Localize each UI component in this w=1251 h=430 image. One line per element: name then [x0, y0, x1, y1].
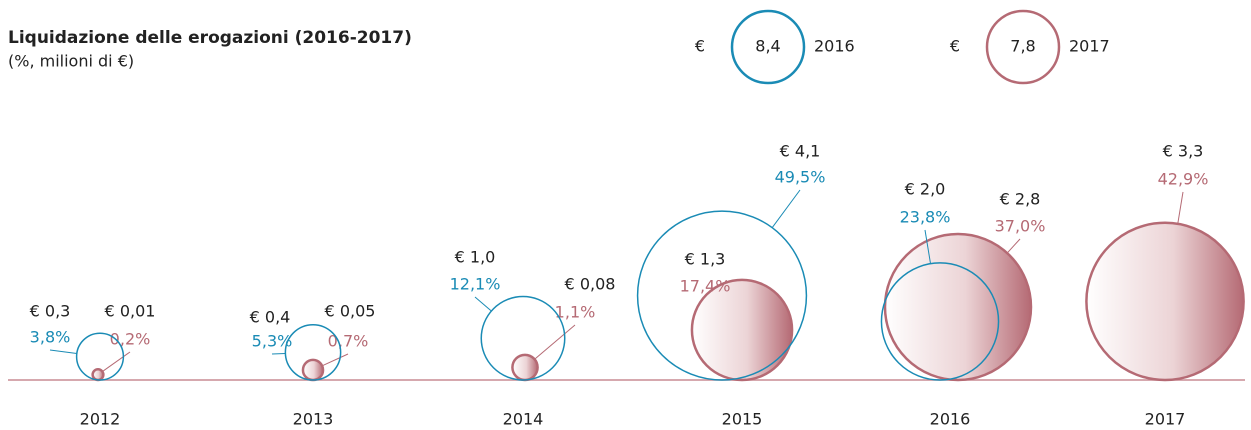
bubble — [511, 353, 539, 382]
share-label: 12,1% — [450, 275, 501, 294]
leader-line — [1006, 238, 1021, 254]
share-label: 49,5% — [775, 168, 826, 187]
leader-line — [102, 351, 131, 372]
bubble — [301, 358, 325, 382]
bubble — [91, 368, 105, 382]
x-tick-label: 2014 — [503, 410, 544, 429]
bubble — [75, 332, 125, 381]
bubble — [880, 262, 1000, 381]
legend-label: 2016 — [814, 37, 855, 56]
leader-line — [271, 352, 286, 355]
bubble — [690, 278, 794, 382]
bubble — [1085, 221, 1245, 382]
legend-currency: € — [695, 37, 705, 56]
value-label: € 0,01 — [105, 302, 156, 321]
value-label: € 3,3 — [1163, 142, 1204, 161]
share-label: 23,8% — [900, 208, 951, 227]
value-label: € 0,3 — [30, 302, 71, 321]
share-label: 0,7% — [328, 332, 369, 351]
bubble — [636, 210, 808, 381]
chart-subtitle: (%, milioni di €) — [8, 52, 134, 71]
leader-line — [321, 353, 349, 367]
value-label: € 2,8 — [1000, 190, 1041, 209]
bubble — [284, 323, 342, 381]
value-label: € 1,0 — [455, 248, 496, 267]
share-label: 1,1% — [555, 303, 596, 322]
share-label: 5,3% — [252, 332, 293, 351]
value-label: € 1,3 — [685, 250, 726, 269]
legend-circle — [730, 9, 806, 85]
value-label: € 4,1 — [780, 142, 821, 161]
share-label: 3,8% — [30, 328, 71, 347]
legend-total: 7,8 — [1010, 37, 1035, 56]
x-tick-label: 2015 — [722, 410, 763, 429]
value-label: € 2,0 — [905, 180, 946, 199]
bubble — [480, 295, 566, 381]
x-tick-label: 2017 — [1145, 410, 1186, 429]
share-label: 17,4% — [680, 277, 731, 296]
value-label: € 0,08 — [565, 275, 616, 294]
leader-line — [474, 296, 492, 312]
leader-line — [924, 229, 932, 264]
leader-line — [49, 349, 77, 355]
x-tick-label: 2016 — [930, 410, 971, 429]
x-tick-label: 2013 — [293, 410, 334, 429]
share-label: 42,9% — [1158, 170, 1209, 189]
legend-label: 2017 — [1069, 37, 1110, 56]
legend-circle — [985, 9, 1061, 85]
legend-currency: € — [950, 37, 960, 56]
x-tick-label: 2012 — [80, 410, 121, 429]
leader-line — [534, 324, 576, 360]
share-label: 37,0% — [995, 217, 1046, 236]
leader-line — [771, 189, 801, 228]
legend-total: 8,4 — [755, 37, 780, 56]
leader-line — [1177, 191, 1184, 224]
bubble — [883, 232, 1033, 382]
value-label: € 0,05 — [325, 302, 376, 321]
chart-title: Liquidazione delle erogazioni (2016-2017… — [8, 28, 412, 48]
value-label: € 0,4 — [250, 308, 291, 327]
